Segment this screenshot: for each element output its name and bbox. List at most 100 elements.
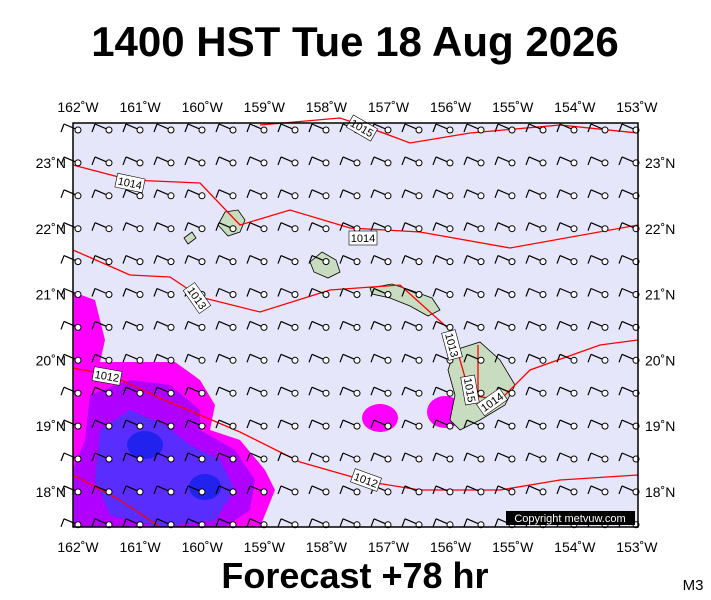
- barb-feather: [494, 189, 499, 199]
- barb-station: [384, 422, 392, 430]
- wind-barb: [494, 123, 516, 134]
- wind-barb: [153, 123, 175, 134]
- wind-barb: [556, 419, 578, 430]
- barb-station: [539, 192, 547, 200]
- wind-barb: [122, 518, 144, 529]
- barb-station: [477, 488, 485, 496]
- wind-barb: [494, 156, 516, 167]
- barb-station: [570, 225, 578, 233]
- barb-station: [570, 291, 578, 298]
- wind-barb: [153, 386, 175, 397]
- barb-station: [415, 192, 423, 200]
- lat-label-right: 18˚N: [645, 484, 675, 500]
- wind-barb: [246, 123, 268, 134]
- lon-label-top: 156˚W: [430, 99, 472, 115]
- barb-feather: [587, 123, 592, 133]
- lat-label-right: 22˚N: [645, 221, 675, 237]
- wind-barb: [215, 320, 237, 331]
- barb-feather: [277, 452, 282, 462]
- barb-feather: [370, 288, 375, 297]
- wind-barb: [370, 353, 392, 364]
- wind-barb: [277, 452, 299, 463]
- barb-feather: [277, 255, 282, 264]
- wind-barb: [556, 255, 578, 266]
- wind-barb: [401, 452, 423, 463]
- wind-barb: [308, 222, 330, 233]
- barb-feather: [339, 123, 344, 133]
- lon-label-bottom: 154˚W: [554, 539, 596, 555]
- barb-feather: [246, 386, 251, 396]
- wind-barb: [122, 287, 144, 298]
- barb-feather: [277, 222, 282, 231]
- barb-feather: [339, 321, 344, 330]
- barb-station: [167, 258, 175, 266]
- barb-station: [198, 455, 206, 463]
- barb-feather: [494, 123, 499, 133]
- barb-feather: [432, 386, 437, 396]
- barb-station: [415, 422, 423, 430]
- barb-station: [539, 159, 547, 167]
- wind-barb: [432, 156, 454, 167]
- barb-feather: [60, 518, 65, 528]
- wind-barb: [432, 386, 454, 397]
- barb-station: [167, 455, 175, 463]
- wind-barb: [277, 320, 299, 331]
- barb-feather: [215, 485, 220, 495]
- barb-feather: [246, 189, 251, 199]
- barb-station: [136, 356, 144, 364]
- barb-feather: [122, 518, 127, 528]
- lon-label-top: 161˚W: [119, 99, 161, 115]
- wind-barb: [91, 156, 113, 167]
- wind-barb: [60, 485, 82, 496]
- wind-barb: [277, 287, 299, 298]
- wind-barb: [277, 485, 299, 496]
- barb-station: [384, 323, 392, 331]
- barb-station: [167, 192, 175, 200]
- wind-barb: [370, 156, 392, 167]
- barb-feather: [587, 452, 592, 462]
- barb-feather: [184, 156, 189, 166]
- wind-barb: [401, 255, 423, 266]
- barb-feather: [122, 386, 127, 396]
- lat-label-left: 23˚N: [36, 155, 66, 171]
- barb-feather: [277, 288, 282, 297]
- barb-station: [229, 159, 237, 167]
- barb-station: [539, 291, 547, 298]
- lat-label-right: 23˚N: [645, 155, 675, 171]
- lon-label-bottom: 153˚W: [616, 539, 658, 555]
- wind-barb: [277, 156, 299, 167]
- barb-feather: [122, 485, 127, 495]
- barb-feather: [370, 452, 375, 462]
- barb-feather: [215, 222, 220, 231]
- barb-feather: [91, 485, 96, 495]
- barb-station: [136, 192, 144, 200]
- barb-station: [446, 225, 454, 233]
- barb-feather: [60, 255, 65, 264]
- forecast-label: Forecast +78 hr: [221, 555, 488, 596]
- barb-station: [539, 389, 547, 397]
- barb-station: [260, 422, 268, 430]
- barb-station: [415, 159, 423, 167]
- barb-station: [353, 488, 361, 496]
- wind-barb: [246, 452, 268, 463]
- wind-barb: [91, 222, 113, 233]
- barb-station: [508, 225, 516, 233]
- wind-barb: [60, 452, 82, 463]
- wind-barb: [246, 320, 268, 331]
- wind-barb: [153, 255, 175, 266]
- barb-station: [229, 488, 237, 496]
- barb-feather: [277, 123, 282, 133]
- barb-feather: [308, 321, 313, 330]
- wind-barb: [339, 452, 361, 463]
- barb-station: [260, 291, 268, 298]
- barb-feather: [401, 156, 406, 166]
- wind-barb: [463, 320, 485, 331]
- barb-station: [508, 455, 516, 463]
- barb-station: [508, 389, 516, 397]
- isobar-label: 1014: [351, 233, 375, 245]
- barb-station: [415, 323, 423, 331]
- wind-barb: [339, 255, 361, 266]
- wind-barb: [401, 353, 423, 364]
- barb-feather: [91, 386, 96, 396]
- barb-feather: [587, 222, 592, 231]
